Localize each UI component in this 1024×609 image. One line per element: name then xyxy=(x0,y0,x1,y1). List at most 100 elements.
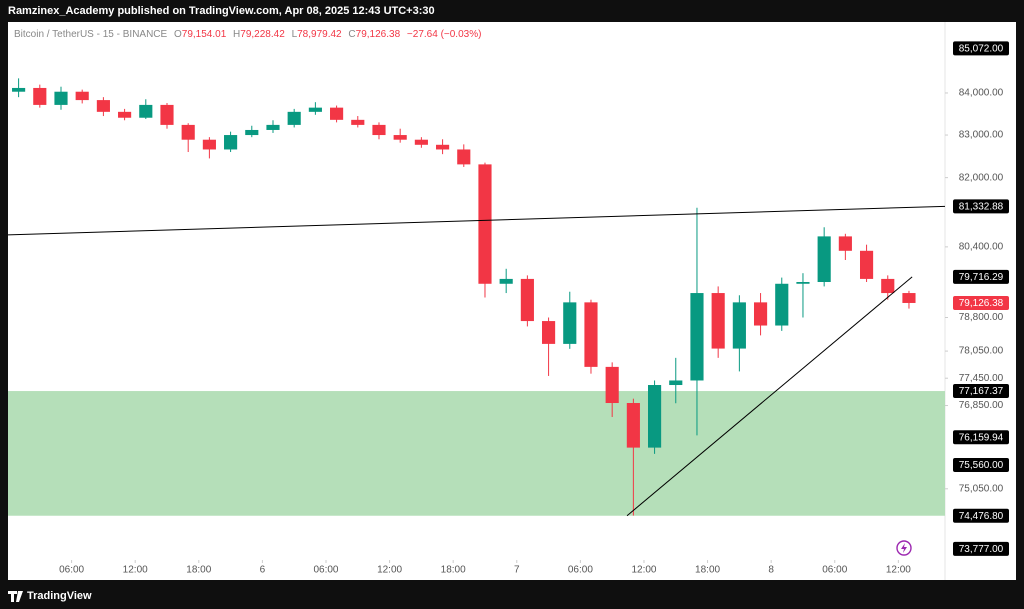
bolt-circle[interactable] xyxy=(896,540,912,556)
candle-body xyxy=(54,91,68,105)
x-tick-label: 18:00 xyxy=(695,565,720,576)
candle-body xyxy=(542,321,556,344)
y-tick-label: 75,050.00 xyxy=(959,483,1004,494)
info-prefix: O xyxy=(174,29,182,40)
info-prefix: C xyxy=(348,29,355,40)
x-tick-label: 6 xyxy=(260,565,266,576)
candle-body xyxy=(732,302,746,349)
candle-body xyxy=(351,119,365,125)
info-value: 79,228.42 xyxy=(240,29,285,40)
price-label-box xyxy=(953,269,1009,284)
candle-body xyxy=(33,87,47,105)
x-tick-label: 7 xyxy=(514,565,520,576)
candle-body xyxy=(669,380,683,386)
candle-body xyxy=(12,87,26,92)
info-prefix: L xyxy=(292,29,298,40)
candle-body xyxy=(881,278,895,294)
price-label-box xyxy=(953,458,1009,473)
candle-body xyxy=(96,100,110,112)
candle-body xyxy=(202,139,216,150)
y-tick-label: 84,000.00 xyxy=(959,88,1004,99)
x-tick-label: 12:00 xyxy=(377,565,402,576)
candle-body xyxy=(711,293,725,349)
price-label: 77,167.37 xyxy=(959,386,1004,397)
x-tick-label: 06:00 xyxy=(568,565,593,576)
price-label-box xyxy=(953,41,1009,56)
support-zone xyxy=(8,391,945,516)
price-label: 76,159.94 xyxy=(959,432,1004,443)
x-tick-label: 12:00 xyxy=(123,565,148,576)
x-tick-label: 06:00 xyxy=(59,565,84,576)
candle-body xyxy=(266,124,280,130)
candle-body xyxy=(753,302,768,326)
price-label-box xyxy=(953,541,1009,556)
footer-logo xyxy=(8,591,23,602)
x-tick-label: 06:00 xyxy=(822,565,847,576)
plot-area xyxy=(8,78,945,517)
candle-body xyxy=(902,293,916,303)
price-label-box xyxy=(953,508,1009,523)
y-tick-label: 78,050.00 xyxy=(959,346,1004,357)
trend-line xyxy=(8,205,945,236)
candle-body xyxy=(436,144,450,150)
price-label-box xyxy=(953,295,1009,310)
price-label: 74,476.80 xyxy=(959,511,1004,522)
info-value: 78,979.42 xyxy=(297,29,342,40)
candle-body xyxy=(75,91,89,101)
price-label: 79,126.38 xyxy=(959,298,1004,309)
candle-body xyxy=(796,282,810,284)
bolt-glyph[interactable] xyxy=(901,543,907,553)
candle-body xyxy=(118,111,132,118)
x-tick-label: 12:00 xyxy=(631,565,656,576)
x-tick-label: 8 xyxy=(768,565,774,576)
candle-body xyxy=(690,293,704,381)
candle-body xyxy=(139,104,153,118)
candle-body xyxy=(393,135,407,140)
info-value: 79,126.38 xyxy=(356,29,401,40)
footer-brand: TradingView xyxy=(27,590,92,602)
symbol: Bitcoin / TetherUS - 15 - BINANCE xyxy=(14,29,168,40)
axes: 84,000.00 83,000.00 82,000.00 80,400.00 78,8… xyxy=(59,41,1009,576)
price-label-box xyxy=(953,430,1009,445)
candle-body xyxy=(308,107,322,112)
candle-body xyxy=(775,283,789,326)
y-tick-label: 83,000.00 xyxy=(959,130,1004,141)
bolt-icon[interactable] xyxy=(896,540,912,556)
candle-body xyxy=(584,302,598,367)
info-value: 79,154.01 xyxy=(182,29,227,40)
x-tick-label: 18:00 xyxy=(441,565,466,576)
candle-body xyxy=(520,278,534,322)
price-label: 79,716.29 xyxy=(959,272,1004,283)
candle-body xyxy=(648,385,662,448)
candle-body xyxy=(287,111,301,125)
candle-body xyxy=(626,403,640,448)
y-tick-label: 76,850.00 xyxy=(959,400,1004,411)
x-tick-label: 12:00 xyxy=(886,565,911,576)
candle-body xyxy=(414,139,428,145)
chart-title: Ramzinex_Academy published on TradingVie… xyxy=(8,5,435,17)
info-change: −27.64 (−0.03%) xyxy=(407,29,482,40)
x-tick-label: 06:00 xyxy=(313,565,338,576)
candle-body xyxy=(478,164,492,284)
logo-icon xyxy=(8,591,23,602)
y-tick-label: 82,000.00 xyxy=(959,172,1004,183)
candle-body xyxy=(817,236,831,283)
candle-body xyxy=(160,104,174,125)
price-label: 85,072.00 xyxy=(959,44,1004,55)
info-prefix: H xyxy=(233,29,240,40)
candle-body xyxy=(859,250,874,279)
y-tick-label: 77,450.00 xyxy=(959,373,1004,384)
candle-body xyxy=(605,366,619,404)
candle-body xyxy=(224,135,238,150)
candle-body xyxy=(181,124,195,140)
candle-body xyxy=(372,124,386,136)
candle-body xyxy=(330,107,344,120)
symbol-info: Bitcoin / TetherUS - 15 - BINANCE O79,15… xyxy=(14,29,481,40)
candle-body xyxy=(838,236,852,251)
candle-body xyxy=(245,129,259,136)
price-label: 75,560.00 xyxy=(959,460,1004,471)
y-tick-label: 78,800.00 xyxy=(959,312,1004,323)
candle-body xyxy=(563,302,577,344)
